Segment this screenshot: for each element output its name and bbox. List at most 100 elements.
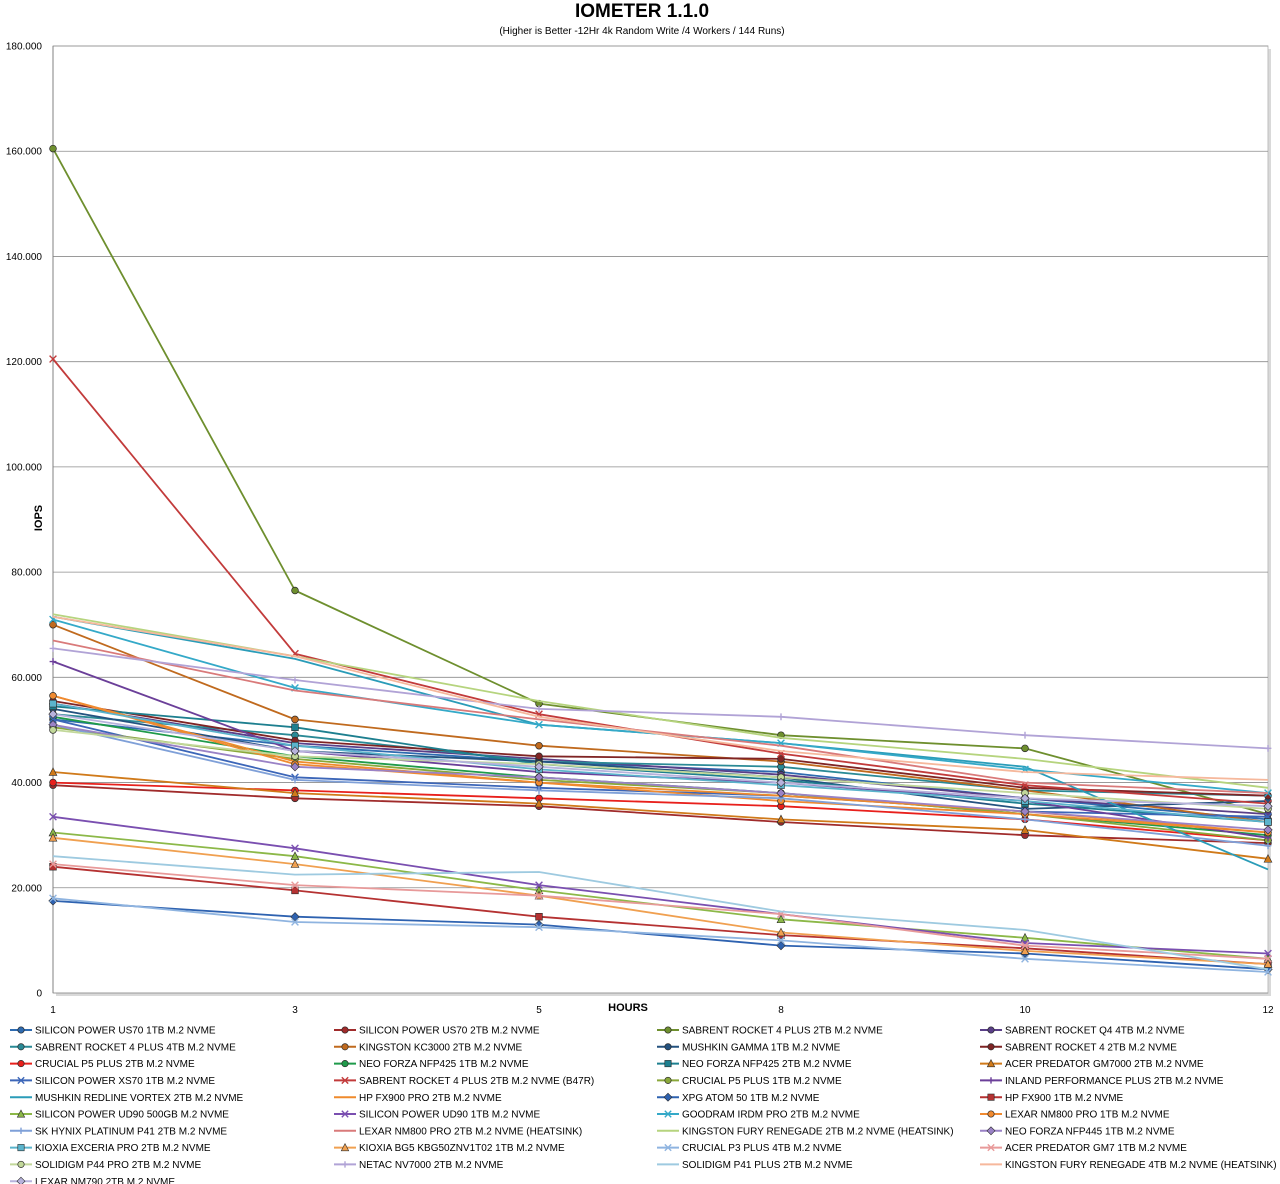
- data-point: [777, 713, 785, 721]
- y-tick-label: 40.000: [11, 778, 42, 789]
- data-point: [341, 1043, 349, 1051]
- data-point: [341, 1026, 349, 1034]
- data-point: [987, 1077, 995, 1084]
- data-point: [776, 927, 786, 937]
- y-tick-label: 100.000: [6, 462, 43, 473]
- legend-entry: ACER PREDATOR GM7 1TB M.2 NVME: [980, 1143, 1187, 1154]
- legend-label: SILICON POWER US70 1TB M.2 NVME: [35, 1026, 216, 1037]
- data-point: [1263, 964, 1273, 974]
- series-line: [52, 815, 1269, 955]
- legend-label: NEO FORZA NFP425 2TB M.2 NVME: [682, 1059, 852, 1070]
- legend-label: CRUCIAL P3 PLUS 4TB M.2 NVME: [682, 1143, 842, 1154]
- x-tick-label: 3: [292, 1005, 298, 1016]
- legend-entry: KIOXIA EXCERIA PRO 2TB M.2 NVME: [10, 1143, 211, 1154]
- data-point: [1020, 806, 1030, 817]
- legend-label: GOODRAM IRDM PRO 2TB M.2 NVME: [682, 1110, 860, 1121]
- legend-entry: KINGSTON FURY RENEGADE 2TB M.2 NVME (HEA…: [657, 1126, 954, 1137]
- data-point: [1263, 825, 1273, 835]
- y-tick-label: 60.000: [11, 673, 42, 684]
- legend-label: LEXAR NM790 2TB M.2 NVME: [35, 1177, 175, 1184]
- data-point: [49, 144, 57, 153]
- data-point: [776, 914, 786, 924]
- data-point: [1263, 959, 1273, 968]
- data-point: [16, 1109, 26, 1118]
- data-point: [341, 1161, 349, 1168]
- y-tick-label: 20.000: [11, 883, 42, 894]
- legend-entry: SOLIDIGM P44 PRO 2TB M.2 NVME: [10, 1160, 201, 1171]
- legend-label: SILICON POWER XS70 1TB M.2 NVME: [35, 1076, 215, 1087]
- series-line: [52, 615, 1269, 781]
- legend-entry: KINGSTON KC3000 2TB M.2 NVME: [334, 1042, 523, 1053]
- data-point: [17, 1026, 25, 1034]
- data-point: [987, 1110, 995, 1118]
- legend-label: KINGSTON FURY RENEGADE 2TB M.2 NVME (HEA…: [682, 1126, 954, 1137]
- legend-label: SILICON POWER US70 2TB M.2 NVME: [359, 1026, 540, 1037]
- data-point: [291, 844, 299, 853]
- legend-entry: CRUCIAL P5 PLUS 2TB M.2 NVME: [10, 1059, 195, 1070]
- series-line: [52, 713, 1269, 808]
- data-point: [48, 709, 58, 719]
- data-point: [341, 1110, 349, 1118]
- legend-entry: NETAC NV7000 2TB M.2 NVME: [334, 1160, 504, 1171]
- y-tick-label: 0: [36, 989, 42, 1000]
- data-point: [535, 881, 543, 890]
- series-line: [52, 647, 1269, 750]
- data-point: [17, 1127, 25, 1134]
- legend-label: HP FX900 PRO 2TB M.2 NVME: [359, 1093, 502, 1104]
- legend-label: SILICON POWER UD90 500GB M.2 NVME: [35, 1110, 229, 1121]
- chart-subtitle: (Higher is Better -12Hr 4k Random Write …: [499, 26, 784, 37]
- data-point: [663, 1092, 673, 1102]
- legend-label: LEXAR NM800 PRO 2TB M.2 NVME (HEATSINK): [359, 1126, 582, 1137]
- data-point: [49, 726, 57, 734]
- data-point: [664, 1110, 672, 1118]
- data-point: [664, 1060, 672, 1068]
- data-point: [341, 1076, 349, 1085]
- legend-entry: SILICON POWER US70 2TB M.2 NVME: [334, 1026, 540, 1037]
- data-point: [535, 923, 543, 932]
- data-point: [986, 1126, 996, 1136]
- series: [48, 720, 1273, 835]
- legend-entry: LEXAR NM790 2TB M.2 NVME: [10, 1176, 175, 1184]
- data-point: [535, 741, 543, 750]
- data-point: [48, 832, 58, 842]
- data-point: [1021, 954, 1029, 963]
- legend-label: CRUCIAL P5 PLUS 1TB M.2 NVME: [682, 1076, 842, 1087]
- legend-label: NETAC NV7000 2TB M.2 NVME: [359, 1160, 504, 1171]
- legend-entry: SILICON POWER UD90 500GB M.2 NVME: [10, 1109, 229, 1121]
- series: [52, 639, 1269, 794]
- data-point: [776, 777, 786, 788]
- data-point: [291, 723, 299, 732]
- legend-entry: XPG ATOM 50 1TB M.2 NVME: [657, 1092, 820, 1104]
- data-point: [1264, 954, 1272, 963]
- legend-entry: SABRENT ROCKET 4 PLUS 4TB M.2 NVME: [10, 1042, 236, 1053]
- series: [52, 615, 1269, 781]
- legend-label: NEO FORZA NFP425 1TB M.2 NVME: [359, 1059, 529, 1070]
- series-line: [52, 855, 1269, 971]
- legend-label: SILICON POWER UD90 1TB M.2 NVME: [359, 1110, 540, 1121]
- data-point: [49, 860, 57, 868]
- legend-label: CRUCIAL P5 PLUS 2TB M.2 NVME: [35, 1059, 195, 1070]
- series-line: [52, 723, 1269, 847]
- data-point: [17, 1144, 25, 1152]
- legend-entry: SABRENT ROCKET 4 PLUS 2TB M.2 NVME: [657, 1026, 883, 1037]
- chart-title: IOMETER 1.1.0: [575, 1, 709, 22]
- legend-entry: NEO FORZA NFP445 1TB M.2 NVME: [980, 1126, 1175, 1137]
- data-point: [17, 1160, 25, 1168]
- series-lines: [48, 144, 1273, 976]
- legend-entry: LEXAR NM800 PRO 1TB M.2 NVME: [980, 1110, 1170, 1121]
- data-point: [49, 691, 57, 700]
- series-line: [52, 863, 1269, 960]
- data-point: [291, 586, 299, 595]
- data-point: [49, 620, 57, 629]
- legend-entry: SABRENT ROCKET 4 2TB M.2 NVME: [980, 1042, 1177, 1053]
- series-line: [52, 836, 1269, 965]
- data-point: [48, 767, 58, 776]
- data-point: [664, 1026, 672, 1034]
- data-point: [535, 705, 543, 713]
- series: [48, 709, 1273, 811]
- data-point: [1021, 815, 1029, 823]
- legend-entry: LEXAR NM800 PRO 2TB M.2 NVME (HEATSINK): [334, 1126, 582, 1137]
- data-point: [1021, 744, 1029, 753]
- series-line: [52, 702, 1269, 823]
